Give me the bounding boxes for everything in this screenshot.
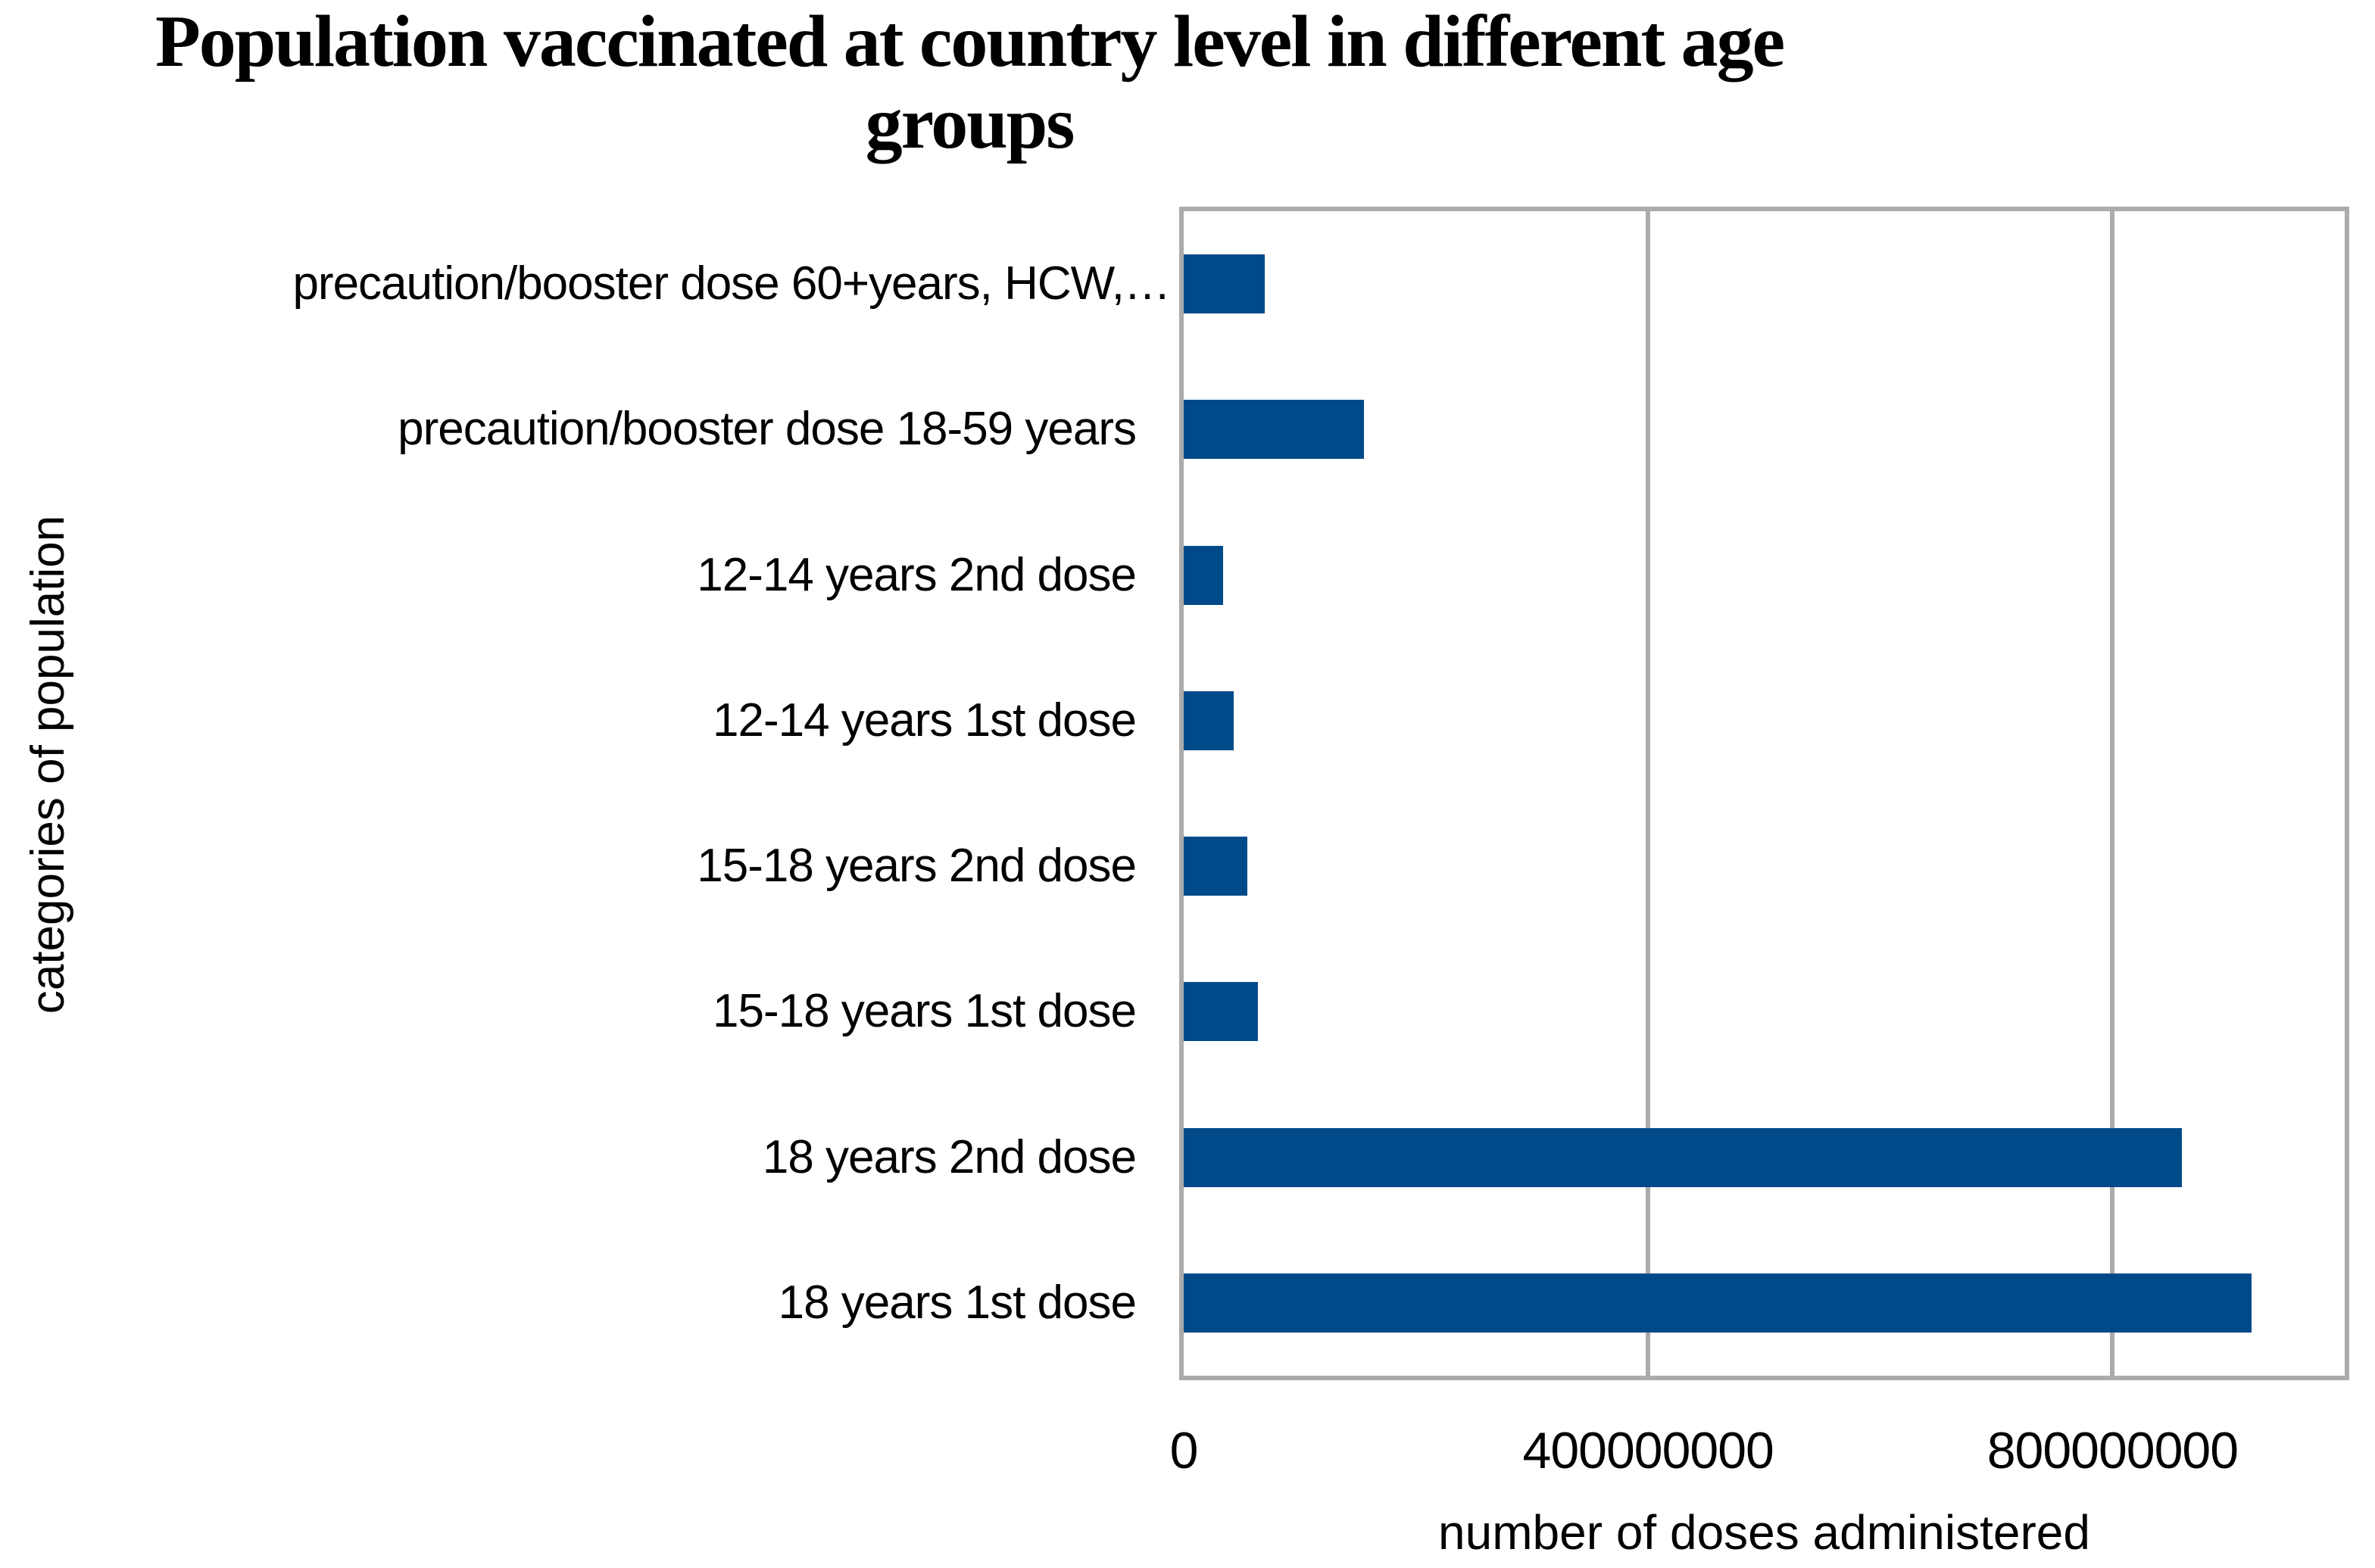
x-tick-label-400000000: 400000000 (1522, 1422, 1774, 1479)
category-label-18-years-2nd-dose: 18 years 2nd dose (762, 1130, 1137, 1183)
chart-title: Population vaccinated at country level i… (0, 1, 1939, 165)
category-label-precaution-booster-dose-18-59-years: precaution/booster dose 18-59 years (398, 403, 1137, 456)
x-tick-label-800000000: 800000000 (1986, 1422, 2239, 1479)
bar-12-14-years-1st-dose (1184, 690, 1234, 750)
bar-15-18-years-2nd-dose (1184, 837, 1248, 896)
plot-area (1179, 207, 2349, 1380)
category-label-18-years-1st-dose: 18 years 1st dose (778, 1276, 1137, 1329)
gridline-800000000 (2110, 211, 2115, 1376)
bar-18-years-1st-dose (1184, 1273, 2252, 1333)
x-axis-title: number of doses administered (1438, 1505, 2090, 1560)
bar-12-14-years-2nd-dose (1184, 545, 1224, 605)
bar-precaution-booster-dose-60-years-hcw (1184, 254, 1266, 314)
bar-18-years-2nd-dose (1184, 1127, 2183, 1187)
bar-15-18-years-1st-dose (1184, 982, 1259, 1042)
bar-precaution-booster-dose-18-59-years (1184, 400, 1364, 460)
gridline-400000000 (1646, 211, 1651, 1376)
category-label-15-18-years-2nd-dose: 15-18 years 2nd dose (697, 840, 1137, 893)
chart-title-line2: groups (865, 82, 1075, 164)
chart-title-line1: Population vaccinated at country level i… (154, 1, 1785, 83)
x-tick-label-0: 0 (1169, 1422, 1199, 1479)
category-label-precaution-booster-dose-60-years-hcw: precaution/booster dose 60+years, HCW,… (292, 257, 1171, 310)
category-label-15-18-years-1st-dose: 15-18 years 1st dose (712, 985, 1137, 1038)
category-label-12-14-years-2nd-dose: 12-14 years 2nd dose (697, 548, 1137, 601)
category-label-12-14-years-1st-dose: 12-14 years 1st dose (712, 694, 1137, 747)
